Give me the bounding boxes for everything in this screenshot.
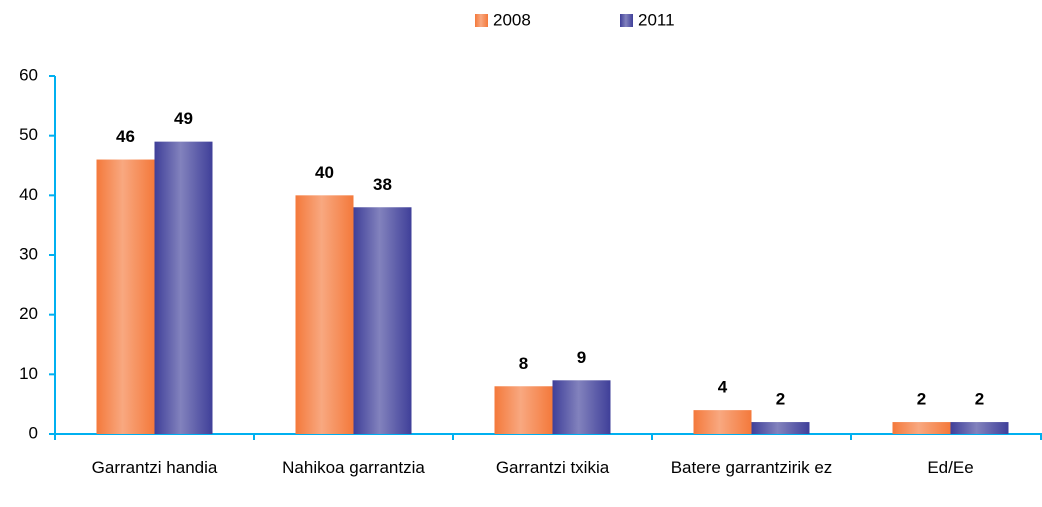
y-tick-label: 10 — [19, 364, 38, 383]
data-label: 2 — [975, 390, 984, 409]
y-tick-label: 30 — [19, 244, 38, 263]
bar — [96, 159, 155, 435]
y-tick-label: 50 — [19, 125, 38, 144]
y-tick-label: 60 — [19, 65, 38, 84]
bar — [693, 410, 752, 434]
y-tick-label: 20 — [19, 304, 38, 323]
bar — [552, 380, 611, 434]
bar — [892, 422, 951, 434]
legend-swatch — [475, 14, 488, 27]
bar — [950, 422, 1009, 434]
data-label: 8 — [519, 354, 528, 373]
bar — [353, 207, 412, 434]
data-label: 49 — [174, 109, 193, 128]
bar — [295, 195, 354, 434]
legend-label: 2008 — [493, 10, 531, 29]
x-tick-label: Garrantzi txikia — [495, 458, 610, 477]
data-label: 2 — [917, 390, 926, 409]
data-label: 4 — [718, 378, 728, 397]
bar — [494, 386, 553, 434]
x-tick-label: Batere garrantzirik ez — [670, 458, 833, 477]
y-tick-label: 40 — [19, 185, 38, 204]
y-tick-label: 0 — [29, 423, 38, 442]
data-label: 2 — [776, 390, 785, 409]
bar — [751, 422, 810, 434]
data-label: 46 — [116, 127, 135, 146]
x-tick-label: Nahikoa garrantzia — [282, 458, 425, 477]
x-tick-label: Garrantzi handia — [91, 458, 218, 477]
legend-swatch — [620, 14, 633, 27]
bar — [154, 141, 213, 434]
data-label: 40 — [315, 163, 334, 182]
data-label: 38 — [373, 175, 392, 194]
x-tick-label: Ed/Ee — [927, 458, 974, 477]
data-label: 9 — [577, 348, 586, 367]
legend-label: 2011 — [638, 10, 675, 29]
